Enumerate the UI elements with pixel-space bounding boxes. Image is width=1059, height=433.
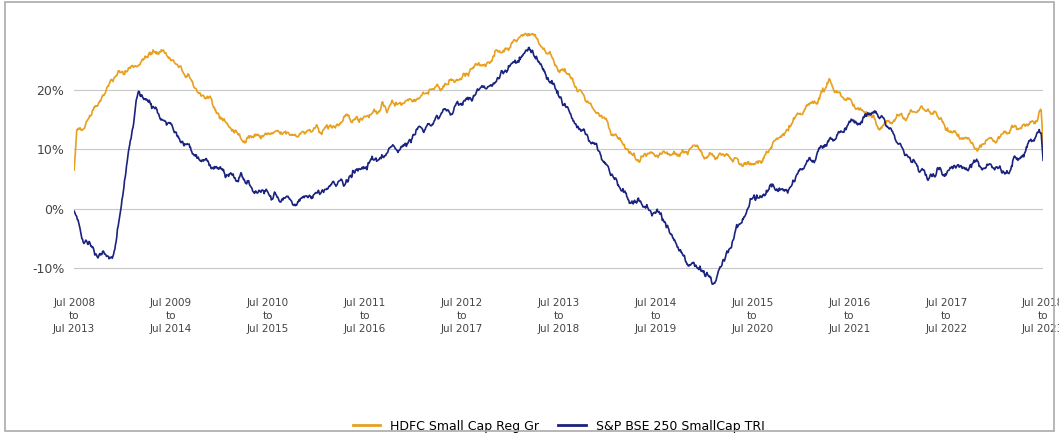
Legend: HDFC Small Cap Reg Gr, S&P BSE 250 SmallCap TRI: HDFC Small Cap Reg Gr, S&P BSE 250 Small… — [347, 415, 770, 433]
